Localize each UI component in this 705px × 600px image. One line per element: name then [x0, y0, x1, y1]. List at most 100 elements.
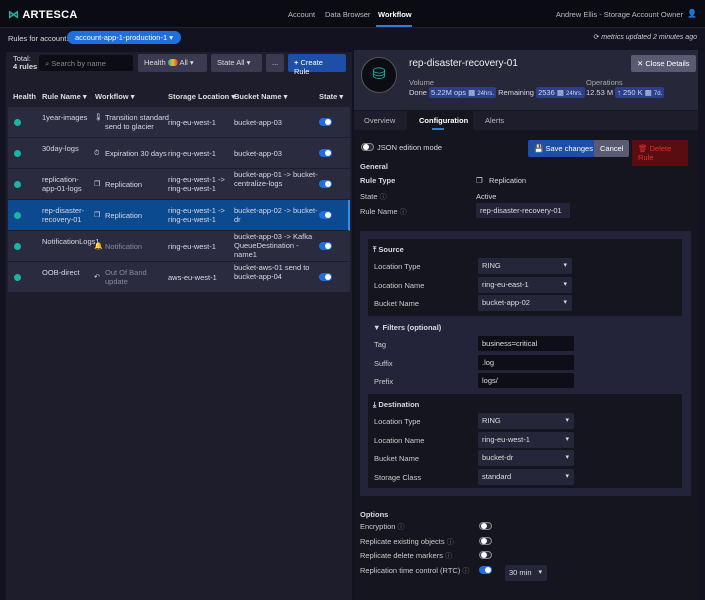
replication-icon: ❐: [476, 176, 483, 185]
header-health[interactable]: Health: [13, 92, 36, 101]
storage-location: ring-eu-west-1: [168, 242, 216, 251]
bucket-name: bucket-app-03: [234, 118, 282, 127]
table-row[interactable]: rep-disaster-recovery-01 ❐ Replication r…: [8, 200, 350, 231]
filter-icon: ▼: [373, 323, 381, 332]
table-row[interactable]: 30day-logs ⏱ Expiration 30 days ring-eu-…: [8, 138, 350, 169]
close-details-button[interactable]: ✕ Close Details: [631, 55, 696, 72]
option-toggle[interactable]: [479, 551, 492, 559]
option-toggle[interactable]: [479, 536, 492, 545]
table-row[interactable]: OOB-direct ↶ Out Of Band update aws-eu-w…: [8, 262, 350, 293]
rtc-select[interactable]: 30 min: [505, 565, 547, 581]
storage-location: aws-eu-west-1: [168, 273, 217, 282]
rule-name-input[interactable]: rep-disaster-recovery-01: [476, 203, 570, 218]
trash-icon: 🗑: [638, 144, 650, 153]
field-label: Bucket Name: [374, 454, 420, 463]
help-icon: ⓘ: [379, 194, 387, 201]
workflow: Out Of Band update: [105, 268, 147, 286]
location-name-select[interactable]: ring-eu-west-1: [478, 431, 574, 448]
table-row[interactable]: NotificationLogs1 🔔 Notification ring-eu…: [8, 231, 350, 262]
search-input[interactable]: ⌕ Search by name: [39, 55, 133, 71]
help-icon: ⓘ: [462, 567, 470, 575]
header-bucket-name[interactable]: Bucket Name ▾: [234, 92, 288, 101]
tag-input[interactable]: business=critical: [478, 336, 574, 351]
json-mode-label: JSON edition mode: [377, 143, 443, 152]
state-toggle[interactable]: [319, 118, 332, 126]
artesca-logo[interactable]: ⋈ ARTESCA: [8, 9, 78, 21]
volume-stats: Done 5.22M ops ▦ 24hrs. Remaining 2536 ▦…: [409, 87, 585, 98]
rule-name: NotificationLogs1: [42, 237, 100, 246]
bucket-name-select[interactable]: bucket-dr: [478, 450, 574, 466]
state-toggle[interactable]: [319, 242, 332, 250]
save-icon: 💾: [534, 144, 546, 153]
location-type-select[interactable]: RING: [478, 258, 572, 274]
state-toggle[interactable]: [319, 149, 332, 157]
state-toggle[interactable]: [319, 180, 332, 188]
destination-heading: ⤓ Destination: [373, 400, 420, 409]
health-ok-icon: [14, 181, 21, 188]
header-storage-location[interactable]: Storage Location ▾: [168, 92, 236, 101]
bucket-name: bucket-app-03 -> Kafka QueueDestination …: [234, 232, 313, 259]
workflow-icon-reply-icon: ↶: [94, 274, 100, 281]
state-toggle[interactable]: [319, 273, 332, 281]
option-toggle[interactable]: [479, 565, 492, 574]
option-label: Replication time control (RTC) ⓘ: [360, 565, 470, 575]
tab-configuration[interactable]: Configuration: [419, 116, 469, 125]
table-row[interactable]: replication-app-01-logs ❐ Replication ri…: [8, 169, 350, 200]
bucket-name-select[interactable]: bucket-app-02: [478, 295, 572, 311]
field-label: Location Name: [374, 280, 425, 290]
more-button[interactable]: ...: [266, 54, 284, 72]
save-changes-button[interactable]: 💾 Save changes: [528, 140, 599, 157]
json-mode-toggle[interactable]: [361, 143, 374, 151]
tab-alerts[interactable]: Alerts: [485, 116, 505, 125]
help-icon: ⓘ: [397, 524, 405, 531]
create-rule-button[interactable]: + Create Rule: [288, 54, 346, 76]
option-label: Encryption ⓘ: [360, 522, 405, 531]
workflow-icon-thermometer-icon: 🌡: [94, 114, 103, 121]
health-ok-icon: [14, 150, 21, 157]
location-type-select[interactable]: RING: [478, 413, 574, 429]
volume-label: Volume: [409, 78, 435, 87]
storage-class-select[interactable]: standard: [478, 468, 574, 485]
health-ok-icon: [14, 212, 21, 219]
nav-data-browser[interactable]: Data Browser: [325, 10, 371, 19]
help-icon: ⓘ: [446, 538, 454, 546]
health-color-icon: [167, 59, 178, 66]
nav-workflow[interactable]: Workflow: [378, 10, 412, 19]
storage-location: ring-eu-west-1: [168, 149, 216, 158]
option-label: Replicate existing objects ⓘ: [360, 536, 454, 546]
user-icon[interactable]: 👤: [687, 9, 697, 18]
cancel-button[interactable]: Cancel: [594, 140, 630, 157]
option-toggle[interactable]: [479, 522, 492, 530]
header-state[interactable]: State ▾: [319, 92, 344, 101]
refresh-icon[interactable]: ⟳: [593, 34, 602, 41]
tab-overview[interactable]: Overview: [364, 116, 396, 125]
field-label: Suffix: [374, 358, 393, 368]
metrics-status: ⟳ metrics updated 2 minutes ago: [593, 33, 697, 41]
health-ok-icon: [14, 119, 21, 126]
options-heading: Options: [360, 510, 389, 519]
delete-rule-button[interactable]: 🗑 Delete Rule: [632, 140, 688, 166]
filters-heading: ▼ Filters (optional): [373, 323, 442, 332]
close-icon: ✕: [637, 59, 646, 68]
workflow-icon-timer-icon: ⏱: [94, 150, 100, 157]
health-filter[interactable]: Health All ▾: [138, 54, 207, 72]
rule-name: 1year-images: [42, 113, 88, 122]
header-workflow[interactable]: Workflow ▾: [95, 92, 135, 101]
header-rule-name[interactable]: Rule Name ▾: [42, 92, 87, 101]
top-nav: [0, 0, 705, 28]
database-icon: ⛁: [361, 57, 397, 93]
nav-account[interactable]: Account: [288, 10, 316, 19]
prefix-input[interactable]: logs/: [478, 373, 574, 388]
state-toggle[interactable]: [319, 211, 332, 219]
state-label: State ⓘ: [360, 192, 387, 201]
location-name-select[interactable]: ring-eu-east-1: [478, 276, 572, 293]
user-menu[interactable]: Andrew Ellis - Storage Account Owner: [555, 10, 683, 19]
suffix-input[interactable]: .log: [478, 354, 574, 370]
upload-icon: ⤒: [373, 245, 377, 254]
table-row[interactable]: 1year-images 🌡 Transition standard send …: [8, 107, 350, 138]
health-ok-icon: [14, 274, 21, 281]
bucket-name: bucket-app-03: [234, 149, 282, 158]
rule-name-label: Rule Name ⓘ: [360, 207, 407, 216]
account-selector[interactable]: account-app-1-production-1 ▾: [67, 31, 181, 44]
state-filter[interactable]: State All ▾: [211, 54, 262, 72]
